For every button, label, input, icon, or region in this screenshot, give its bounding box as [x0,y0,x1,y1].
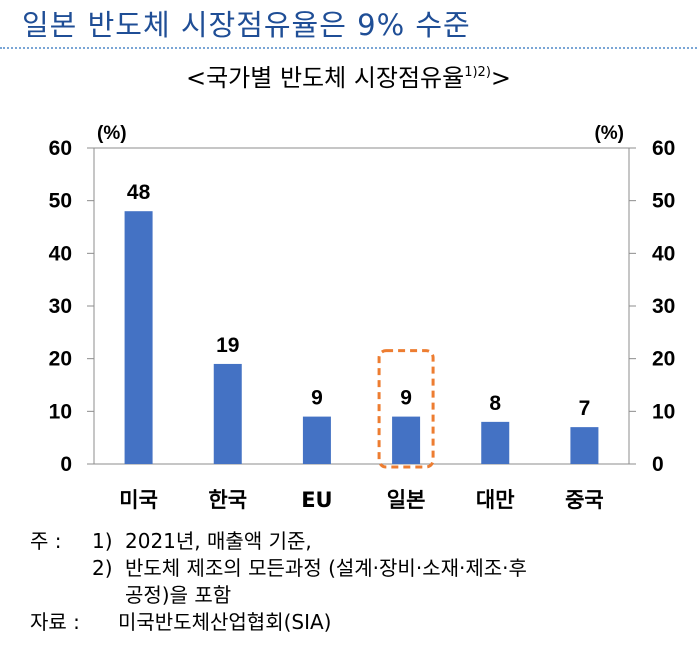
y-tick-label-left: 60 [49,137,72,160]
x-tick-label: 한국 [208,488,247,512]
bar [302,416,331,464]
y-axis-unit-right: (%) [594,123,624,144]
x-tick-label: 미국 [119,488,158,512]
y-tick-label-left: 0 [60,453,72,476]
data-label: 19 [216,334,239,357]
note-number: 2) [92,556,113,580]
y-tick-label-left: 40 [49,242,72,265]
bar-chart: 0 0 10 10 20 20 30 30 40 40 50 50 60 60 (%) (%) 48 미국 19 한… [49,123,676,512]
chart-title-end: > [490,64,512,92]
note-text: 반도체 제조의 모든과정 (설계·장비·소재·제조·후 [125,556,527,580]
y-axis-unit-left: (%) [97,123,127,144]
data-label: 9 [400,387,412,410]
y-tick-label-right: 10 [652,400,675,423]
y-tick-label-right: 60 [652,137,675,160]
bar [213,363,242,464]
y-tick-label-left: 20 [49,348,72,371]
note-label: 주 : [30,529,62,553]
x-tick-label: 중국 [565,488,604,512]
data-label: 8 [489,392,501,415]
data-label: 48 [127,181,151,204]
y-tick-label-right: 50 [652,190,675,213]
y-tick-label-left: 10 [49,400,72,423]
y-tick-label-left: 50 [49,190,72,213]
data-label: 9 [311,387,323,410]
x-tick-label: 일본 [387,488,426,512]
plot-area-border [93,147,630,465]
labels: 48 미국 19 한국 9 EU 9 일본 8 대만 7 중국 [119,181,603,512]
chart-title-footnote: 1)2) [464,65,491,80]
y-tick-label-right: 20 [652,348,675,371]
note-number: 1) [92,529,113,553]
axis-ticks: 0 0 10 10 20 20 30 30 40 40 50 50 60 60 (%) (%) [49,123,676,476]
chart-title: <국가별 반도체 시장점유율1)2)> [0,58,697,93]
note-continuation: 공정)을 포함 [125,583,232,607]
data-label: 7 [579,397,591,420]
bar [570,427,599,464]
x-tick-label: EU [301,488,332,512]
bars [124,211,599,469]
source-label: 자료 : [30,610,80,634]
source-text: 미국반도체산업협회(SIA) [118,610,332,634]
highlight-box [377,349,435,469]
heading-divider [0,47,697,49]
bar [124,211,153,464]
y-tick-label-right: 0 [652,453,664,476]
page-heading: 일본 반도체 시장점유율은 9% 수준 [22,8,471,42]
bar [481,421,510,464]
y-tick-label-right: 40 [652,242,675,265]
y-tick-label-right: 30 [652,295,675,318]
y-tick-label-left: 30 [49,295,72,318]
x-tick-label: 대만 [476,488,515,512]
chart-frame [93,147,630,465]
chart-title-text: <국가별 반도체 시장점유율 [185,64,465,92]
note-text: 2021년, 매출액 기준, [125,529,312,553]
bar [392,416,421,464]
